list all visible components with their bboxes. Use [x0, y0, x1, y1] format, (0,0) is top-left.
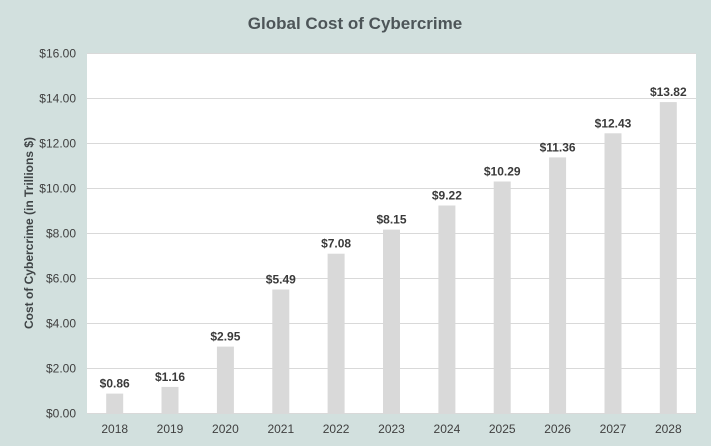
y-tick-label: $10.00 [39, 182, 76, 196]
data-label-2022: $7.08 [321, 237, 351, 251]
bar-2027 [604, 133, 622, 414]
x-tick-label-2025: 2025 [489, 422, 516, 436]
data-labels: $0.86 $1.16 $2.95 $5.49 $7.08 $8.15 $9.22 $10.2… [100, 85, 687, 391]
bars [106, 102, 677, 414]
data-label-2028: $13.82 [650, 85, 687, 99]
y-axis-label: Cost of Cybercrime (in Trillions $) [22, 137, 36, 329]
x-tick-label-2028: 2028 [655, 422, 682, 436]
bar-2021 [272, 289, 290, 413]
chart-title: Global Cost of Cybercrime [248, 14, 462, 33]
data-label-2018: $0.86 [100, 377, 130, 391]
bar-2025 [493, 181, 511, 413]
bar-2018 [106, 393, 124, 413]
x-tick-label-2021: 2021 [267, 422, 294, 436]
bar-2024 [438, 205, 456, 413]
data-label-2026: $11.36 [540, 140, 576, 154]
y-tick-label: $12.00 [39, 137, 76, 151]
data-label-2021: $5.49 [266, 273, 296, 287]
x-tick-label-2024: 2024 [434, 422, 461, 436]
x-tick-label-2018: 2018 [101, 422, 128, 436]
x-tick-label-2027: 2027 [600, 422, 627, 436]
bar-2026 [549, 157, 567, 413]
bar-2019 [161, 386, 179, 413]
x-tick-label-2020: 2020 [212, 422, 239, 436]
x-tick-label-2023: 2023 [378, 422, 405, 436]
y-tick-label: $2.00 [46, 362, 76, 376]
x-tick-label-2026: 2026 [544, 422, 571, 436]
data-label-2025: $10.29 [484, 165, 521, 179]
y-tick-label: $4.00 [46, 317, 76, 331]
data-label-2019: $1.16 [155, 370, 185, 384]
x-axis-ticks: 2018 2019 2020 2021 2022 2023 2024 2025 2026 2027… [101, 422, 682, 436]
y-axis-ticks: $0.00 $2.00 $4.00 $6.00 $8.00 $10.00 $12.00 $14… [39, 47, 76, 421]
y-tick-label: $8.00 [46, 227, 76, 241]
y-tick-label: $6.00 [46, 272, 76, 286]
y-tick-label: $0.00 [46, 407, 76, 421]
data-label-2020: $2.95 [210, 330, 240, 344]
data-label-2023: $8.15 [376, 213, 406, 227]
x-tick-label-2019: 2019 [157, 422, 184, 436]
y-tick-label: $16.00 [39, 47, 76, 61]
y-tick-label: $14.00 [39, 92, 76, 106]
bar-2023 [383, 229, 400, 413]
data-label-2024: $9.22 [432, 189, 462, 203]
data-label-2027: $12.43 [595, 116, 632, 130]
bar-2020 [216, 346, 234, 413]
bar-2028 [659, 102, 677, 413]
bar-2022 [327, 253, 345, 413]
x-tick-label-2022: 2022 [323, 422, 350, 436]
